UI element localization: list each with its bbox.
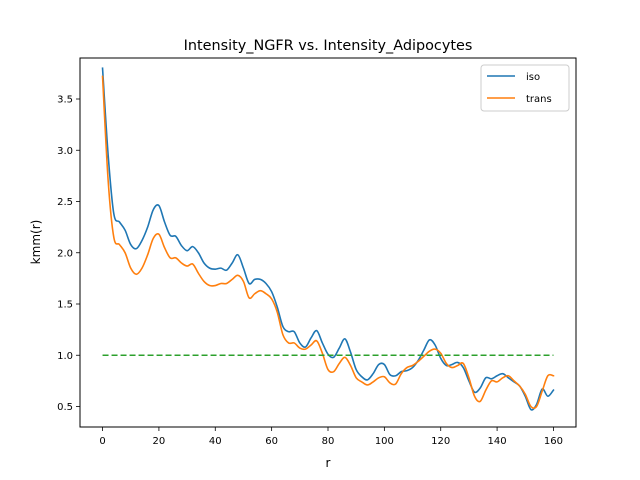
x-tick-label: 160 [544, 436, 563, 447]
legend-box [480, 64, 570, 112]
y-axis-label: kmm(r) [29, 220, 43, 265]
x-axis-label: r [326, 456, 331, 470]
legend: iso trans [480, 64, 570, 112]
legend-label-iso: iso [526, 72, 540, 83]
legend-label-trans: trans [526, 94, 552, 105]
x-tick-label: 0 [99, 436, 105, 447]
series-line-iso [101, 67, 555, 411]
x-tick-label: 40 [209, 436, 222, 447]
x-tick-label: 100 [375, 436, 394, 447]
y-tick-label: 0.5 [57, 402, 73, 413]
y-tick-label: 2.5 [57, 197, 73, 208]
y-tick-label: 1.5 [57, 300, 73, 311]
y-tick-label: 3.0 [57, 146, 73, 157]
x-tick-label: 80 [322, 436, 335, 447]
x-tick-label: 20 [153, 436, 166, 447]
ticks: 0 20 40 60 80 100 120 140 160 0.5 1.0 1.5 2.0 2.5 3.0 3… [57, 95, 563, 448]
y-tick-label: 2.0 [57, 248, 73, 259]
x-tick-label: 120 [431, 436, 450, 447]
plot-area [101, 67, 555, 411]
series-line-trans [101, 75, 555, 410]
y-tick-label: 3.5 [57, 95, 73, 106]
chart-title: Intensity_NGFR vs. Intensity_Adipocytes [184, 38, 473, 54]
y-tick-label: 1.0 [57, 351, 73, 362]
x-tick-label: 60 [265, 436, 278, 447]
x-tick-label: 140 [488, 436, 507, 447]
